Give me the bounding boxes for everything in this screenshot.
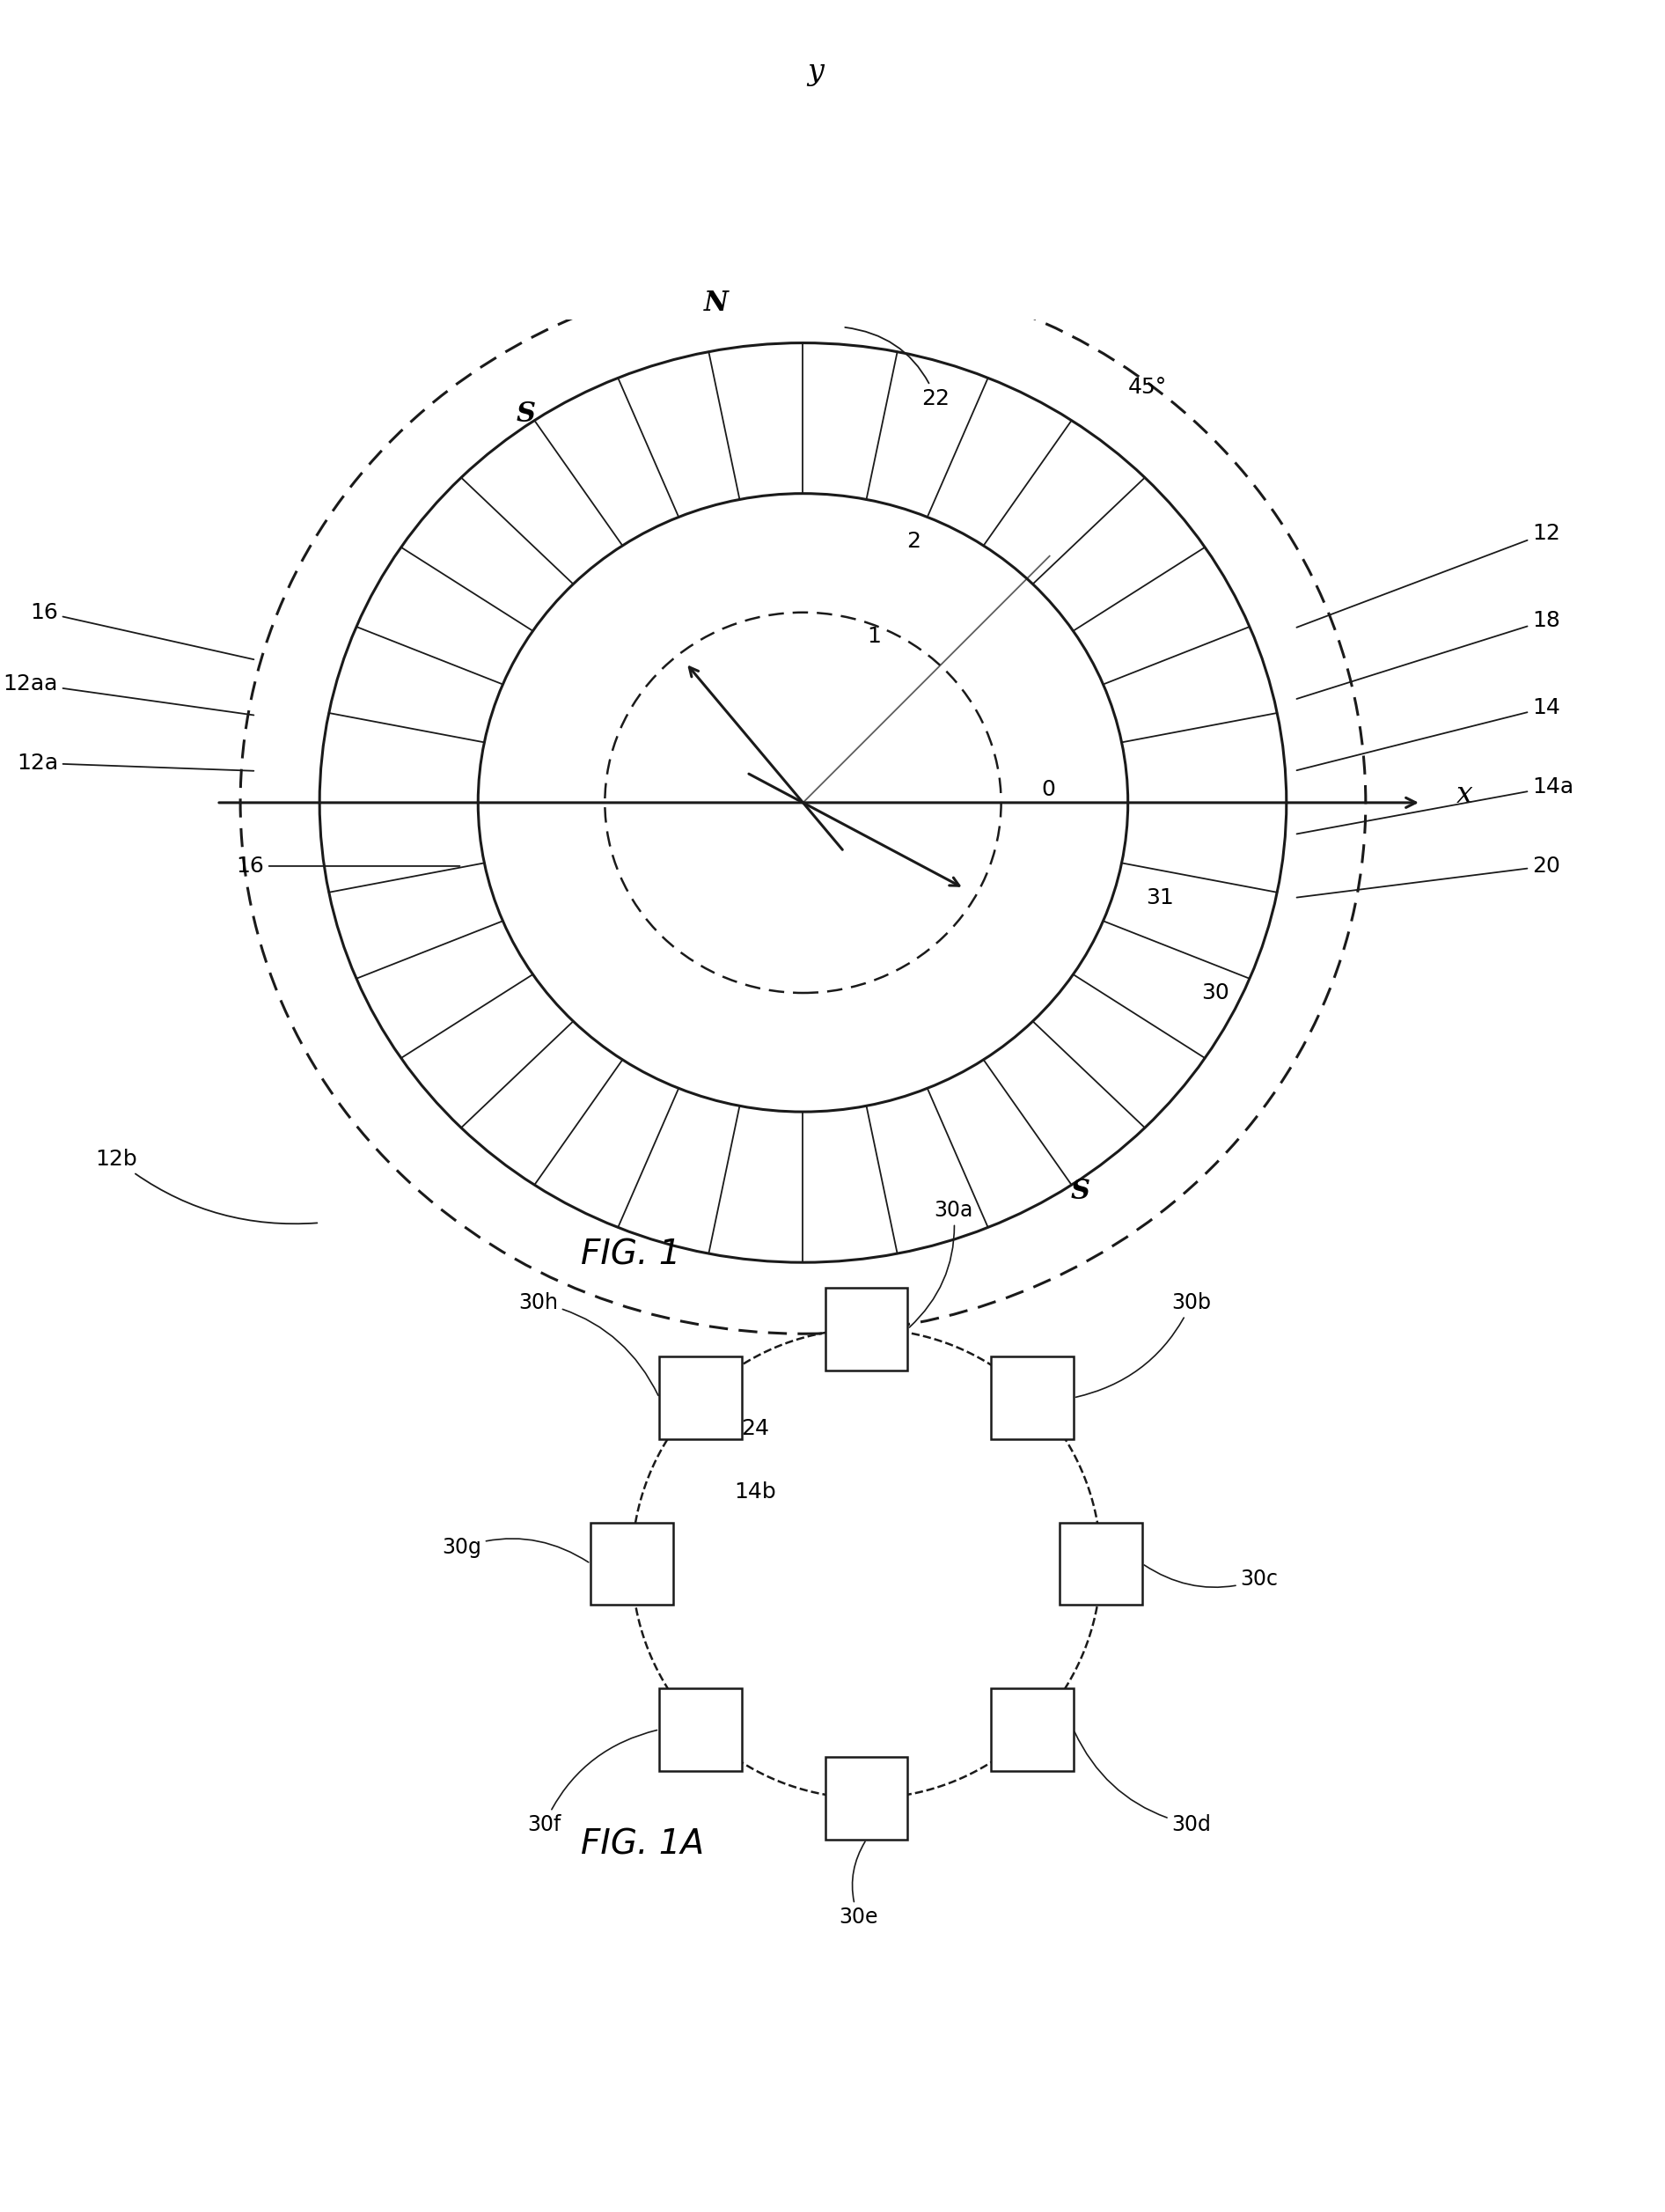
Bar (591, 1522, 673, 1606)
Bar (826, 1756, 907, 1840)
Text: FIG. 1: FIG. 1 (581, 1239, 681, 1272)
Text: 30b: 30b (1076, 1292, 1212, 1398)
Text: x: x (1455, 781, 1472, 810)
Text: 45°: 45° (1127, 376, 1167, 398)
Text: 30g: 30g (441, 1537, 588, 1562)
Bar (1059, 1522, 1142, 1606)
Text: N: N (704, 290, 728, 316)
Text: 14a: 14a (1297, 776, 1573, 834)
Text: 30f: 30f (528, 1730, 658, 1836)
Text: 30a: 30a (909, 1199, 972, 1327)
Text: FIG. 1A: FIG. 1A (581, 1827, 704, 1860)
Text: 30c: 30c (1144, 1566, 1279, 1590)
Text: 14: 14 (1297, 697, 1560, 770)
Text: 12b: 12b (95, 1148, 316, 1223)
Text: 30e: 30e (839, 1843, 877, 1927)
Text: 22: 22 (846, 327, 951, 409)
Bar (991, 1356, 1074, 1440)
Text: 30h: 30h (518, 1292, 658, 1396)
Text: 1: 1 (867, 626, 881, 646)
Bar (659, 1688, 741, 1772)
Text: 16: 16 (236, 856, 460, 876)
Text: 31: 31 (1146, 887, 1174, 909)
Text: 14b: 14b (734, 1482, 776, 1502)
Text: 16: 16 (30, 602, 253, 659)
Text: N: N (877, 1287, 902, 1316)
Text: S: S (516, 400, 536, 427)
Text: 30: 30 (1200, 982, 1229, 1004)
Bar (991, 1688, 1074, 1772)
Text: S: S (1071, 1177, 1091, 1206)
Text: 12aa: 12aa (3, 672, 253, 714)
Text: 12: 12 (1297, 522, 1560, 628)
Text: 0: 0 (1042, 779, 1056, 801)
Text: 2: 2 (907, 531, 921, 551)
Text: 12a: 12a (17, 752, 253, 774)
Text: 20: 20 (1297, 856, 1560, 898)
Text: 24: 24 (741, 1418, 769, 1440)
Bar (826, 1287, 907, 1369)
Text: 30d: 30d (1074, 1732, 1210, 1836)
Text: 18: 18 (1297, 611, 1560, 699)
Text: y: y (808, 58, 824, 86)
Bar (659, 1356, 741, 1440)
